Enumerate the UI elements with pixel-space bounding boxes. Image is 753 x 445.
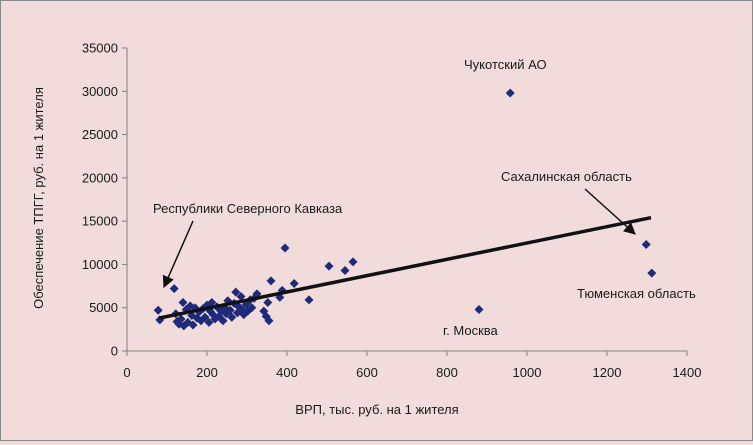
data-point bbox=[169, 284, 179, 294]
data-point bbox=[474, 304, 484, 314]
y-tick-label: 10000 bbox=[82, 257, 118, 272]
data-point bbox=[348, 257, 358, 267]
data-point bbox=[641, 240, 651, 250]
x-tick-label: 400 bbox=[276, 365, 298, 380]
x-axis-label: ВРП, тыс. руб. на 1 жителя bbox=[295, 402, 458, 417]
data-point bbox=[304, 295, 314, 305]
trend-line bbox=[158, 215, 652, 320]
annotation-sakhalin: Сахалинская область bbox=[501, 169, 632, 184]
y-tick-label: 0 bbox=[111, 344, 118, 359]
data-point bbox=[218, 316, 228, 326]
data-point bbox=[178, 298, 188, 308]
x-tick-label: 600 bbox=[356, 365, 378, 380]
y-tick-label: 25000 bbox=[82, 127, 118, 142]
y-tick-label: 20000 bbox=[82, 170, 118, 185]
data-point bbox=[204, 317, 214, 327]
x-tick-label: 0 bbox=[123, 365, 130, 380]
data-point bbox=[231, 287, 241, 297]
data-point bbox=[227, 312, 237, 322]
x-tick-label: 1400 bbox=[673, 365, 702, 380]
data-point bbox=[505, 88, 515, 98]
data-point bbox=[263, 298, 273, 308]
data-point bbox=[280, 243, 290, 253]
data-point bbox=[188, 320, 198, 330]
annotation-north-caucasus: Республики Северного Кавказа bbox=[153, 201, 343, 216]
y-tick-label: 30000 bbox=[82, 84, 118, 99]
data-point bbox=[236, 291, 246, 301]
data-point bbox=[647, 268, 657, 278]
annotation-moscow: г. Москва bbox=[443, 323, 499, 338]
trend-line-group bbox=[158, 215, 652, 320]
y-tick-label: 5000 bbox=[89, 300, 118, 315]
x-tick-label: 800 bbox=[436, 365, 458, 380]
arrow-sakhalin bbox=[584, 188, 636, 235]
data-point bbox=[289, 278, 299, 288]
y-tick-label: 15000 bbox=[82, 214, 118, 229]
data-point bbox=[207, 298, 217, 308]
data-point bbox=[340, 265, 350, 275]
data-point bbox=[247, 303, 257, 313]
axes: 0 5000 10000 15000 20000 25000 30000 35000 0 200 4… bbox=[82, 41, 702, 381]
data-point bbox=[266, 276, 276, 286]
data-point bbox=[225, 305, 235, 315]
data-point bbox=[324, 261, 334, 271]
arrow-north-caucasus bbox=[162, 220, 194, 289]
annotations: Чукотский АО Сахалинская область Республ… bbox=[153, 57, 696, 338]
data-point bbox=[200, 312, 210, 322]
annotation-tyumen: Тюменская область bbox=[577, 286, 696, 301]
annotation-chukotka: Чукотский АО bbox=[464, 57, 547, 72]
x-tick-label: 1200 bbox=[593, 365, 622, 380]
x-tick-label: 1000 bbox=[513, 365, 542, 380]
y-axis-label: Обеспечение ТПГГ, руб. на 1 жителя bbox=[31, 87, 46, 309]
data-point bbox=[264, 316, 274, 326]
data-point bbox=[176, 314, 186, 324]
x-tick-label: 200 bbox=[196, 365, 218, 380]
data-point bbox=[153, 305, 163, 315]
y-tick-label: 35000 bbox=[82, 41, 118, 56]
